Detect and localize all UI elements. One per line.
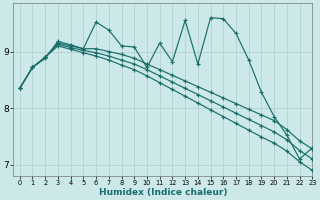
X-axis label: Humidex (Indice chaleur): Humidex (Indice chaleur): [99, 188, 227, 197]
